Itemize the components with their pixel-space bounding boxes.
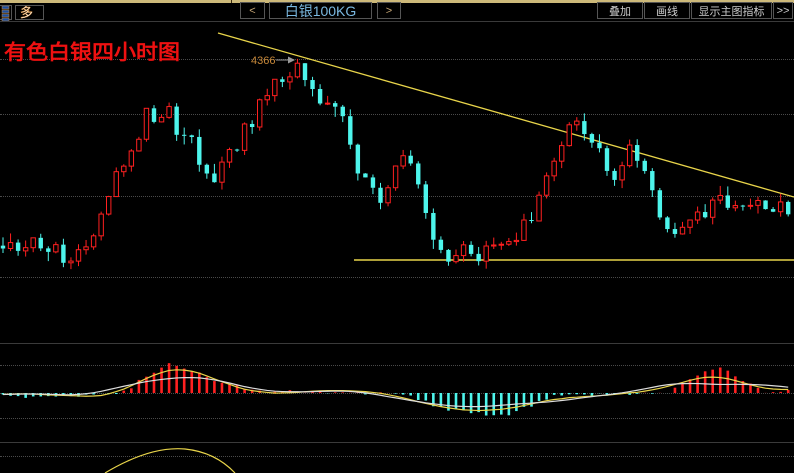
svg-text:多: 多	[20, 6, 33, 19]
